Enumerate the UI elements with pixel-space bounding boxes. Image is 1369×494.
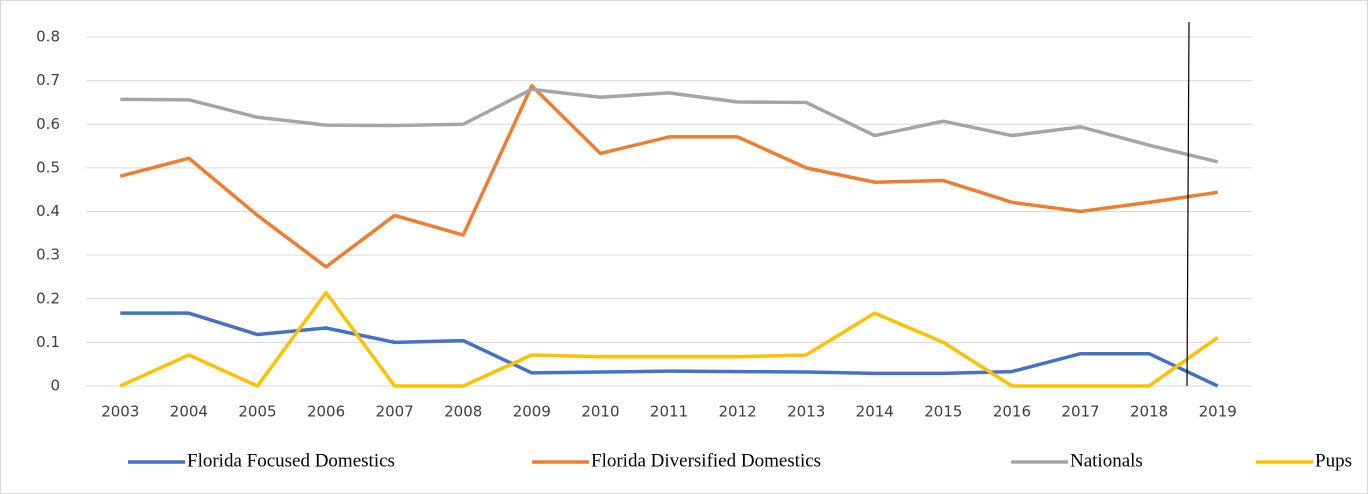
series-line — [119, 84, 1218, 269]
legend-label: Florida Focused Domestics — [187, 450, 395, 471]
y-tick-label: 0 — [50, 377, 60, 395]
y-tick-label: 0.4 — [36, 202, 60, 220]
x-tick-label: 2016 — [993, 403, 1031, 421]
series-line — [120, 87, 1219, 164]
x-tick-label: 2019 — [1199, 403, 1237, 421]
y-tick-label: 0.1 — [36, 333, 60, 351]
series-line — [119, 290, 1219, 388]
x-tick-label: 2008 — [444, 403, 482, 421]
y-tick-label: 0.7 — [36, 71, 60, 89]
x-tick-label: 2018 — [1130, 403, 1168, 421]
x-tick-label: 2014 — [856, 403, 894, 421]
y-tick-label: 0.2 — [36, 289, 60, 307]
y-tick-label: 0.3 — [36, 246, 60, 264]
x-tick-label: 2009 — [513, 403, 551, 421]
y-tick-label: 0.8 — [36, 28, 60, 46]
x-tick-label: 2003 — [101, 403, 139, 421]
x-tick-label: 2012 — [718, 403, 756, 421]
x-tick-label: 2004 — [170, 403, 208, 421]
x-tick-label: 2010 — [581, 403, 619, 421]
legend-label: Pups — [1315, 450, 1352, 471]
x-tick-label: 2005 — [238, 403, 276, 421]
x-tick-label: 2006 — [307, 403, 345, 421]
x-tick-label: 2015 — [924, 403, 962, 421]
x-tick-label: 2007 — [376, 403, 414, 421]
x-tick-label: 2017 — [1061, 403, 1099, 421]
annotation-line — [1186, 21, 1190, 387]
y-tick-label: 0.6 — [36, 115, 60, 133]
legend-label: Florida Diversified Domestics — [591, 450, 821, 471]
y-tick-label: 0.5 — [36, 158, 60, 176]
x-tick-label: 2013 — [787, 403, 825, 421]
series-line — [120, 311, 1219, 388]
x-tick-label: 2011 — [650, 403, 688, 421]
legend-label: Nationals — [1070, 450, 1143, 471]
